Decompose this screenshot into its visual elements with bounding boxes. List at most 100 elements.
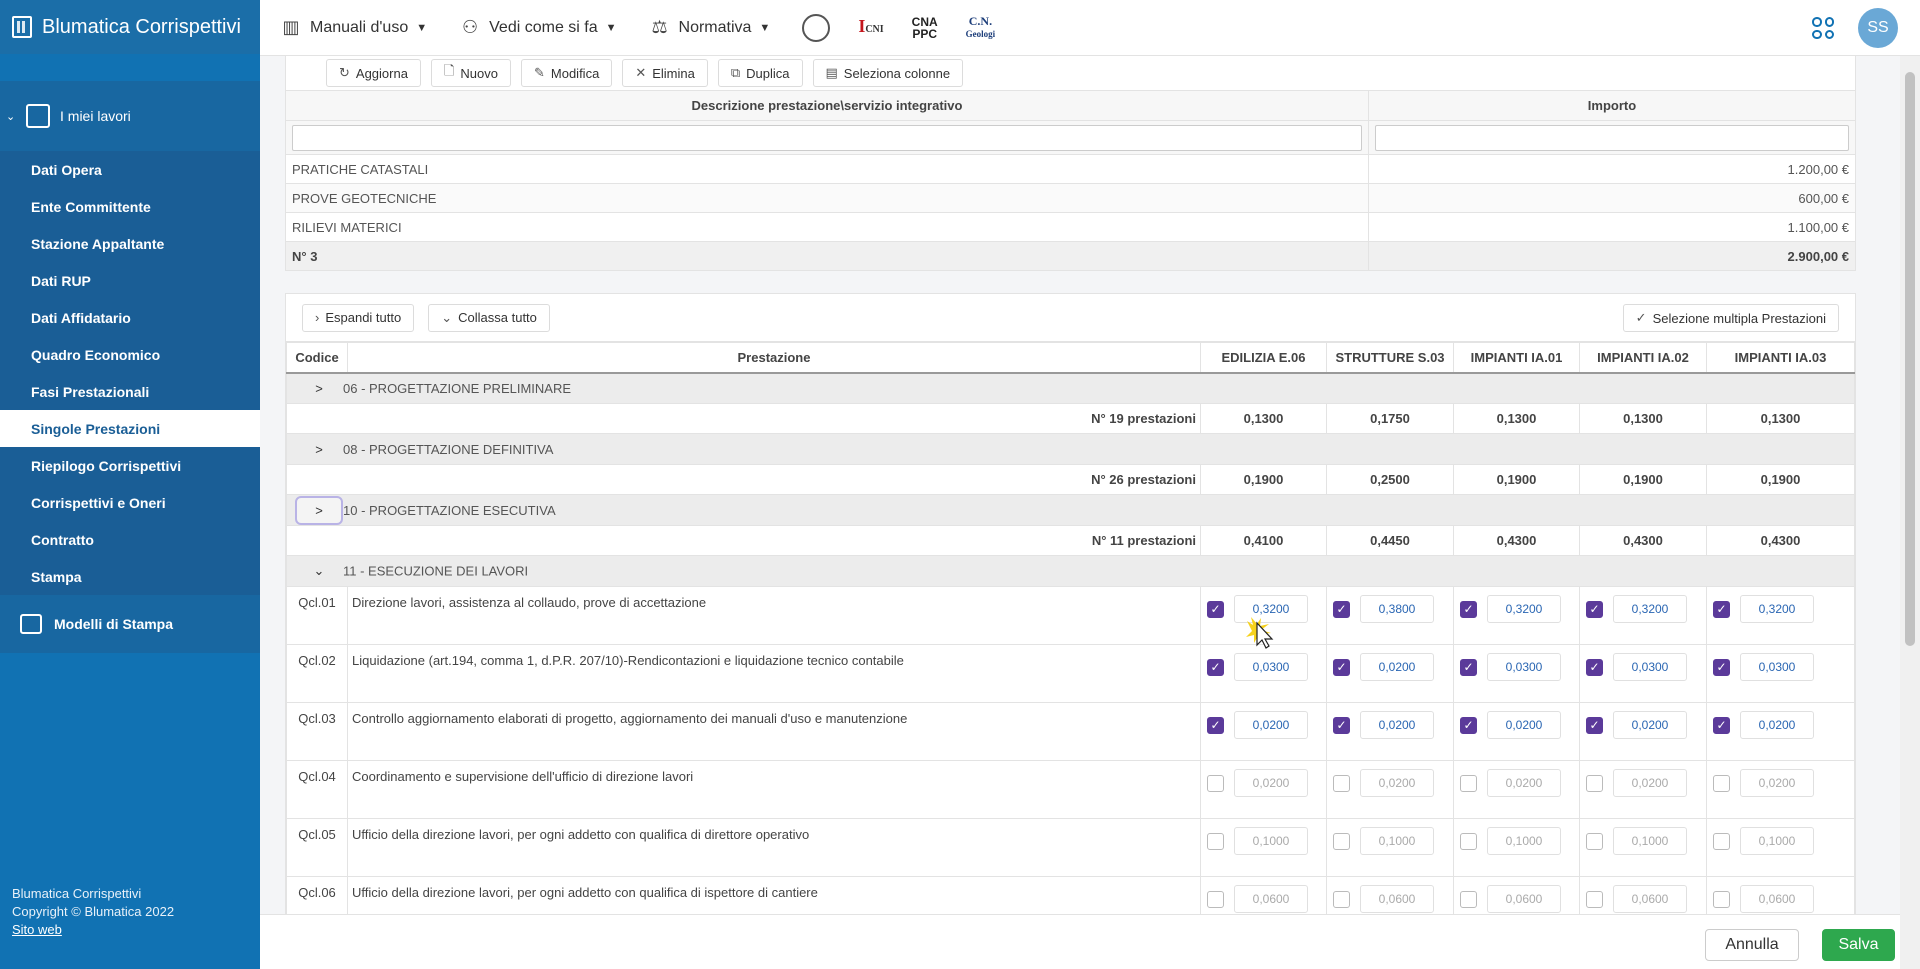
- coefficient-input[interactable]: 0,0200: [1234, 769, 1308, 797]
- menu-vedi-come-si-fa[interactable]: ⚇ Vedi come si fa ▼: [459, 17, 616, 39]
- selezione-multipla-button[interactable]: ✓ Selezione multipla Prestazioni: [1622, 304, 1839, 332]
- header-descrizione[interactable]: Descrizione prestazione\servizio integra…: [285, 90, 1369, 121]
- coefficient-input[interactable]: 0,0300: [1487, 653, 1561, 681]
- coefficient-input[interactable]: 0,1000: [1360, 827, 1434, 855]
- coefficient-input[interactable]: 0,0200: [1740, 769, 1814, 797]
- prestazione-checkbox[interactable]: ✓: [1207, 716, 1224, 734]
- sidebar-item[interactable]: Quadro Economico: [31, 346, 161, 363]
- prestazione-checkbox[interactable]: ✓: [1586, 600, 1603, 618]
- table-row[interactable]: Qcl.03 Controllo aggiornamento elaborati …: [286, 702, 1855, 761]
- prestazione-checkbox[interactable]: [1713, 832, 1730, 850]
- sidebar-item[interactable]: Fasi Prestazionali: [31, 383, 150, 400]
- sidebar-item[interactable]: Stampa: [31, 568, 82, 585]
- sidebar-item[interactable]: Singole Prestazioni: [0, 410, 260, 447]
- coefficient-input[interactable]: 0,0600: [1740, 885, 1814, 913]
- cn-geologi-logo[interactable]: C.N. Geologi: [966, 15, 996, 40]
- coefficient-input[interactable]: 0,0300: [1234, 653, 1308, 681]
- prestazione-checkbox[interactable]: [1207, 774, 1224, 792]
- coefficient-input[interactable]: 0,0200: [1234, 711, 1308, 739]
- apps-grid-icon[interactable]: [1812, 17, 1834, 39]
- coefficient-input[interactable]: 0,3800: [1360, 595, 1434, 623]
- sidebar-item[interactable]: Contratto: [31, 531, 94, 548]
- prestazione-checkbox[interactable]: [1713, 774, 1730, 792]
- user-avatar[interactable]: SS: [1858, 8, 1898, 48]
- header-category-column[interactable]: STRUTTURE S.03: [1326, 342, 1454, 374]
- prestazione-checkbox[interactable]: ✓: [1713, 600, 1730, 618]
- coefficient-input[interactable]: 0,0200: [1613, 769, 1687, 797]
- prestazione-checkbox[interactable]: ✓: [1713, 716, 1730, 734]
- salva-button[interactable]: Salva: [1822, 929, 1895, 961]
- app-brand[interactable]: Blumatica Corrispettivi: [0, 0, 260, 54]
- cni-logo[interactable]: ICNI: [858, 17, 883, 36]
- sidebar-item[interactable]: Dati Affidatario: [31, 309, 131, 326]
- coefficient-input[interactable]: 0,1000: [1740, 827, 1814, 855]
- seleziona-colonne-button[interactable]: ▤ Seleziona colonne: [812, 59, 964, 87]
- annulla-button[interactable]: Annulla: [1705, 929, 1799, 961]
- page-scrollbar[interactable]: [1900, 56, 1920, 969]
- table-row[interactable]: Qcl.05 Ufficio della direzione lavori, pe…: [286, 818, 1855, 877]
- coefficient-input[interactable]: 0,0200: [1360, 653, 1434, 681]
- coefficient-input[interactable]: 0,0200: [1360, 769, 1434, 797]
- scrollbar-thumb[interactable]: [1905, 72, 1915, 646]
- coefficient-input[interactable]: 0,3200: [1740, 595, 1814, 623]
- table-row[interactable]: Qcl.04 Coordinamento e supervisione dell'…: [286, 760, 1855, 819]
- republic-emblem-logo[interactable]: [802, 13, 831, 42]
- group-toggle-icon[interactable]: >: [315, 441, 323, 457]
- coefficient-input[interactable]: 0,0600: [1613, 885, 1687, 913]
- coefficient-input[interactable]: 0,0600: [1234, 885, 1308, 913]
- group-row[interactable]: ⌄ 11 - ESECUZIONE DEI LAVORI: [286, 555, 1855, 587]
- header-prestazione[interactable]: Prestazione: [347, 342, 1201, 374]
- coefficient-input[interactable]: 0,3200: [1613, 595, 1687, 623]
- modifica-button[interactable]: ✎ Modifica: [520, 59, 613, 87]
- prestazione-checkbox[interactable]: ✓: [1460, 716, 1477, 734]
- header-codice[interactable]: Codice: [286, 342, 348, 374]
- prestazione-checkbox[interactable]: [1586, 774, 1603, 792]
- prestazione-checkbox[interactable]: [1460, 774, 1477, 792]
- prestazione-checkbox[interactable]: [1460, 890, 1477, 908]
- prestazione-checkbox[interactable]: [1713, 890, 1730, 908]
- coefficient-input[interactable]: 0,0300: [1613, 653, 1687, 681]
- prestazione-checkbox[interactable]: [1333, 774, 1350, 792]
- header-category-column[interactable]: EDILIZIA E.06: [1200, 342, 1327, 374]
- header-category-column[interactable]: IMPIANTI IA.02: [1579, 342, 1707, 374]
- group-row[interactable]: >08 - PROGETTAZIONE DEFINITIVA: [286, 433, 1855, 465]
- prestazione-checkbox[interactable]: ✓: [1586, 658, 1603, 676]
- prestazione-checkbox[interactable]: ✓: [1460, 600, 1477, 618]
- table-row[interactable]: Qcl.02 Liquidazione (art.194, comma 1, d.…: [286, 644, 1855, 703]
- prestazione-checkbox[interactable]: [1586, 890, 1603, 908]
- prestazione-checkbox[interactable]: ✓: [1207, 600, 1224, 618]
- coefficient-input[interactable]: 0,0200: [1740, 711, 1814, 739]
- sidebar-item[interactable]: Stazione Appaltante: [31, 235, 165, 252]
- coefficient-input[interactable]: 0,0600: [1360, 885, 1434, 913]
- prestazione-checkbox[interactable]: ✓: [1333, 716, 1350, 734]
- group-toggle-icon[interactable]: >: [315, 380, 323, 396]
- prestazione-checkbox[interactable]: [1207, 832, 1224, 850]
- aggiorna-button[interactable]: ↻ Aggiorna: [326, 59, 421, 87]
- sidebar-item-modelli-di-stampa[interactable]: Modelli di Stampa: [0, 595, 260, 653]
- coefficient-input[interactable]: 0,3200: [1487, 595, 1561, 623]
- sidebar-item[interactable]: Dati Opera: [31, 161, 102, 178]
- sidebar-item[interactable]: Riepilogo Corrispettivi: [31, 457, 182, 474]
- coefficient-input[interactable]: 0,0300: [1740, 653, 1814, 681]
- prestazione-checkbox[interactable]: ✓: [1713, 658, 1730, 676]
- sidebar-section-miei-lavori[interactable]: ⌄ I miei lavori: [0, 81, 260, 151]
- group-row[interactable]: >10 - PROGETTAZIONE ESECUTIVA: [286, 494, 1855, 526]
- table-row[interactable]: Qcl.01 Direzione lavori, assistenza al co…: [286, 586, 1855, 645]
- prestazione-checkbox[interactable]: [1333, 890, 1350, 908]
- group-toggle-icon[interactable]: ⌄: [313, 563, 325, 578]
- sidebar-item[interactable]: Ente Committente: [31, 198, 151, 215]
- coefficient-input[interactable]: 0,0200: [1487, 711, 1561, 739]
- prestazione-checkbox[interactable]: ✓: [1333, 600, 1350, 618]
- table-row[interactable]: Qcl.06 Ufficio della direzione lavori, pe…: [286, 876, 1855, 914]
- group-toggle-icon[interactable]: >: [295, 495, 343, 525]
- prestazione-checkbox[interactable]: ✓: [1460, 658, 1477, 676]
- prestazione-checkbox[interactable]: [1333, 832, 1350, 850]
- coefficient-input[interactable]: 0,0200: [1613, 711, 1687, 739]
- coefficient-input[interactable]: 0,1000: [1234, 827, 1308, 855]
- menu-normativa[interactable]: ⚖ Normativa ▼: [649, 17, 770, 39]
- elimina-button[interactable]: ✕ Elimina: [622, 59, 708, 87]
- filter-importo-input[interactable]: [1375, 124, 1849, 151]
- coefficient-input[interactable]: 0,1000: [1487, 827, 1561, 855]
- coefficient-input[interactable]: 0,1000: [1613, 827, 1687, 855]
- coefficient-input[interactable]: 0,0200: [1487, 769, 1561, 797]
